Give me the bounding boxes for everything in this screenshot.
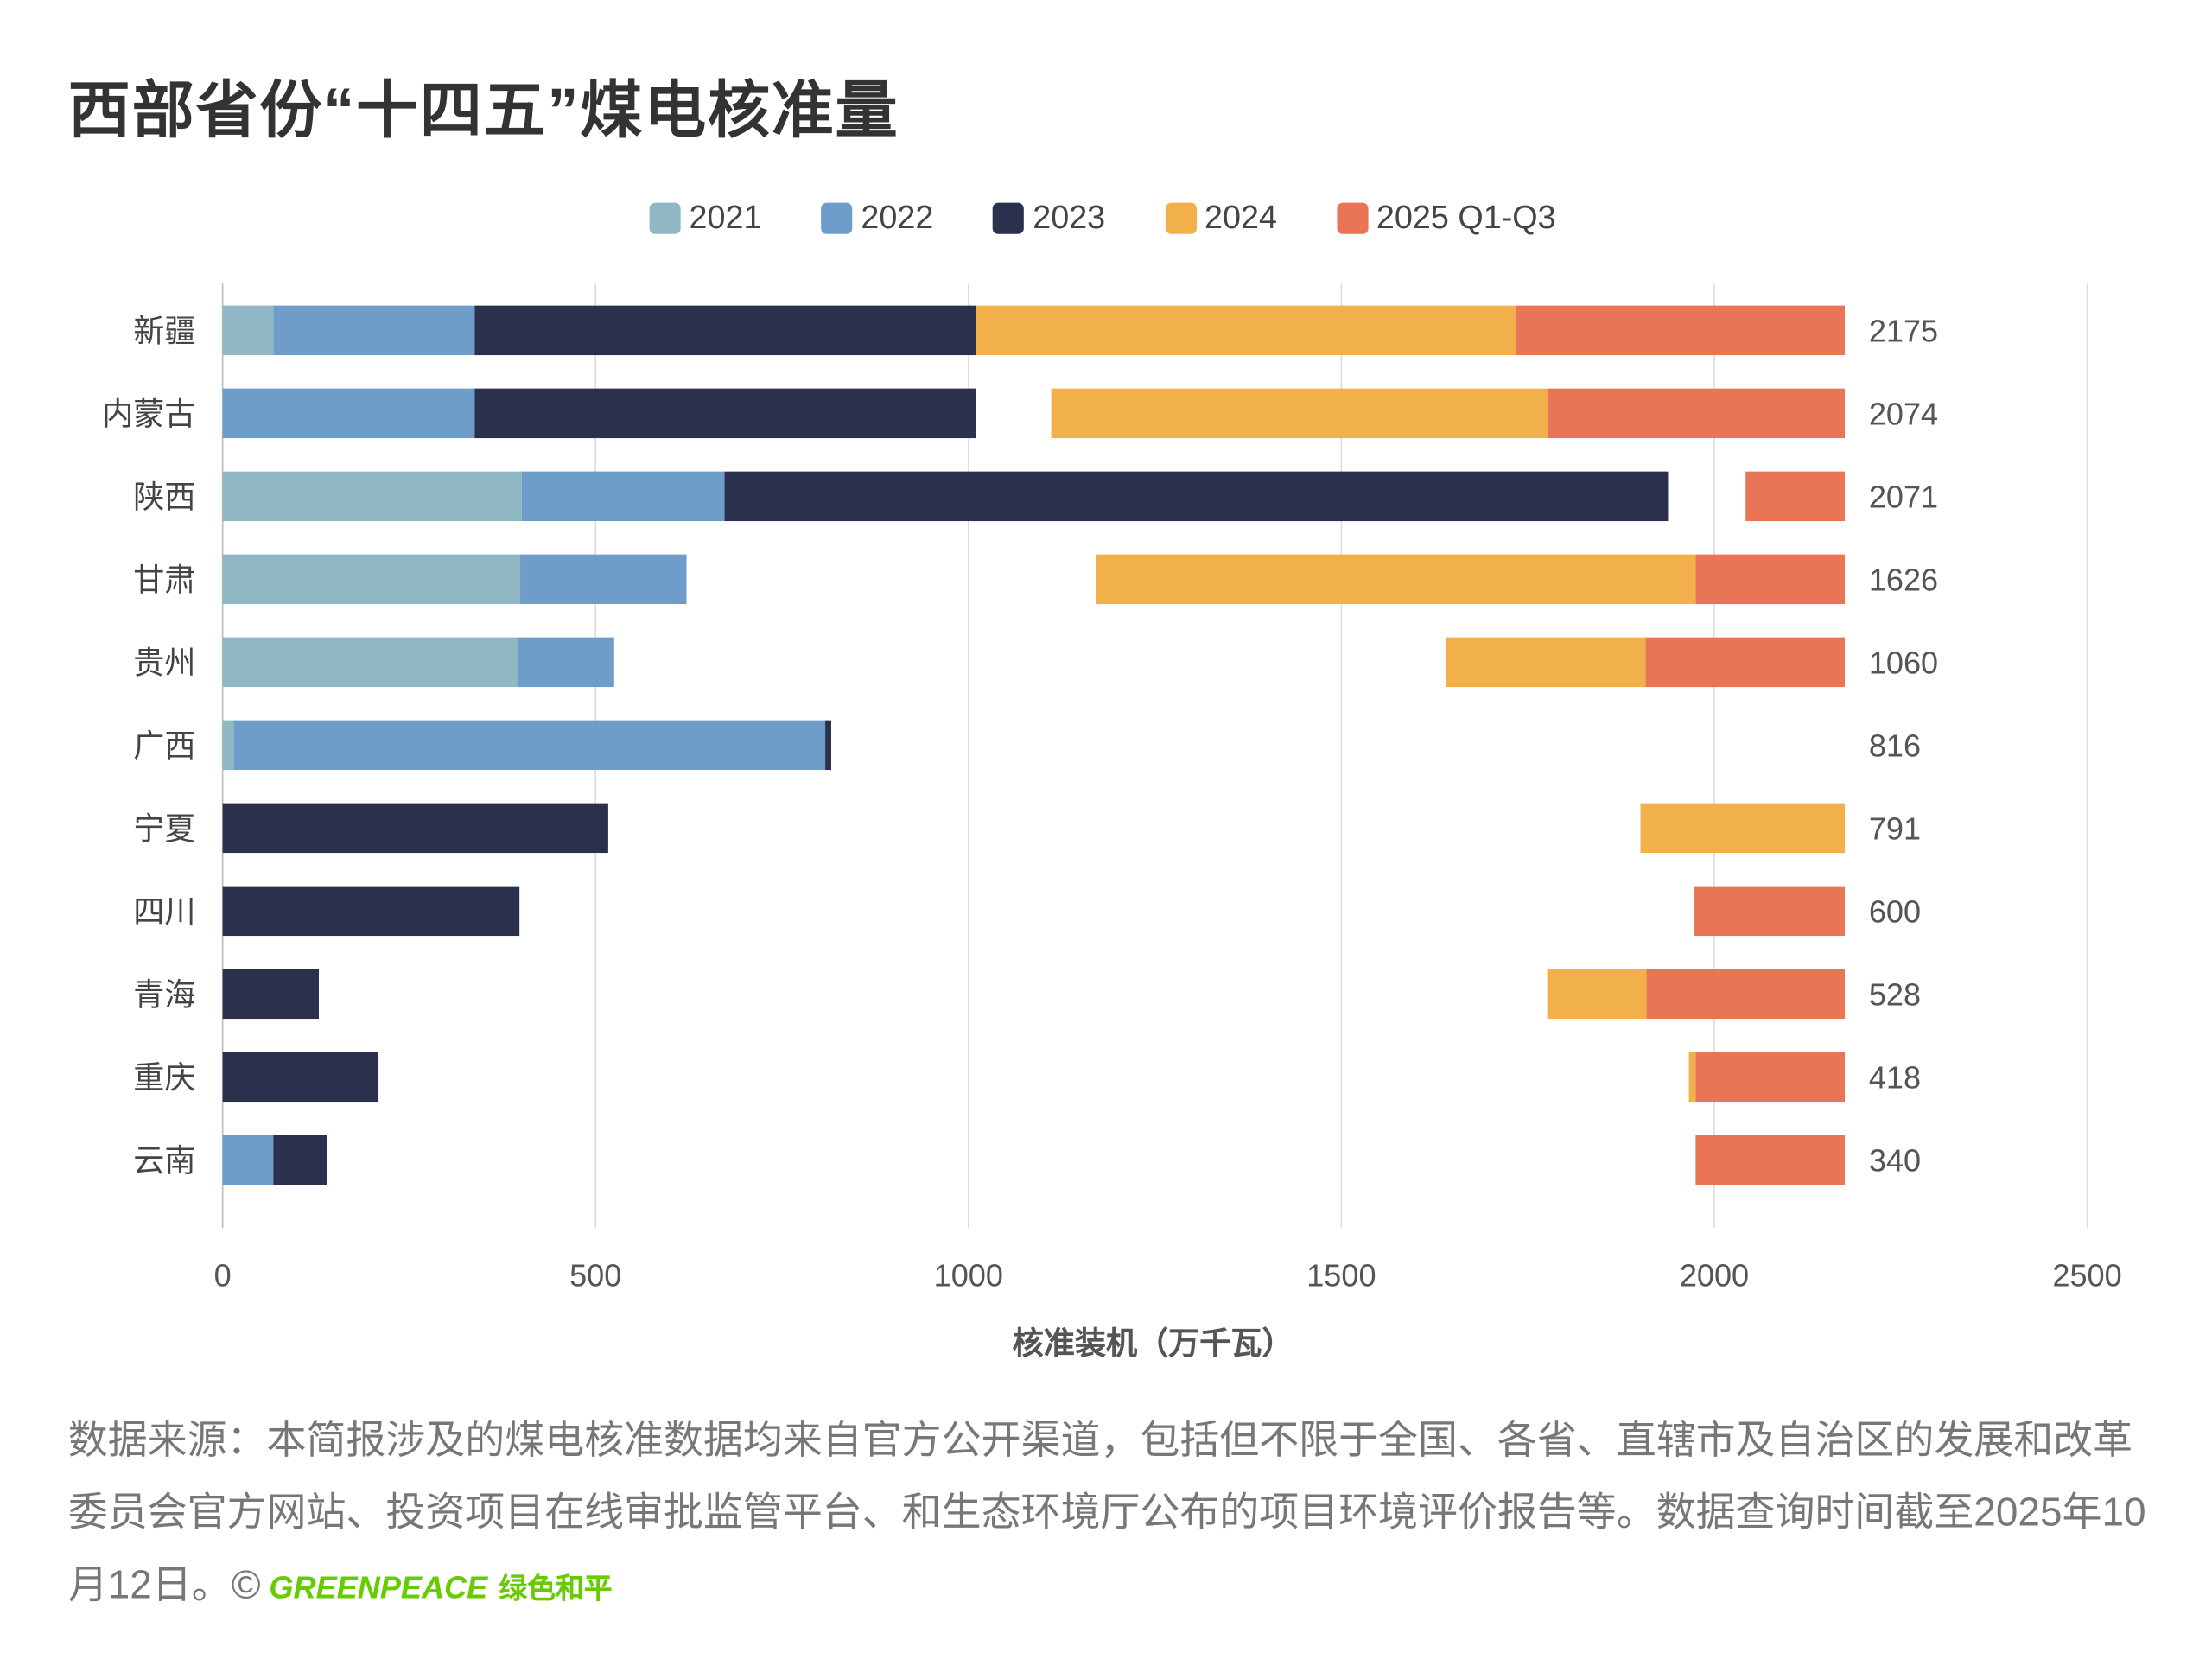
total-label: 600: [1869, 893, 1921, 929]
total-label: 2074: [1869, 396, 1938, 431]
y-category-label: 云南: [133, 1142, 195, 1178]
bar-segment-2024: [1688, 1052, 1696, 1103]
total-label: 1060: [1869, 645, 1938, 680]
bar-segment-2023: [825, 720, 831, 771]
bar-segment-2021: [222, 720, 234, 771]
bar-segment-2021: [222, 554, 521, 605]
y-category-label: 广西: [133, 728, 195, 763]
legend-swatch: [993, 201, 1025, 233]
bar-segment-2022: [222, 388, 475, 439]
greenpeace-logo: GREENPEACE: [269, 1569, 488, 1605]
bar-segment-2025-Q1-Q3: [1516, 305, 1846, 356]
bar-segment-2021: [222, 305, 274, 356]
legend-item: 2023: [993, 199, 1105, 237]
x-tick-label: 1500: [1306, 1257, 1376, 1293]
bar-segment-2021: [222, 637, 518, 688]
greenpeace-logo-cn: 绿色和平: [499, 1573, 613, 1605]
bar-segment-2023: [222, 1052, 379, 1103]
y-category-label: 宁夏: [133, 810, 195, 846]
bar-segment-2024: [1640, 803, 1846, 854]
x-tick-label: 2000: [1680, 1257, 1749, 1293]
source-text: 数据来源：本简报涉及的煤电核准数据均来自官方公开渠道，包括但不限于全国、各省、直…: [67, 1418, 2146, 1607]
total-label: 791: [1869, 810, 1921, 846]
bar-segment-2023: [474, 305, 976, 356]
legend-item: 2024: [1165, 199, 1277, 237]
legend-item: 2025 Q1-Q3: [1336, 198, 1556, 237]
y-category-label: 甘肃: [133, 562, 195, 597]
bar-segment-2023: [222, 969, 319, 1020]
x-tick-label: 0: [214, 1257, 232, 1293]
legend-label: 2023: [1033, 198, 1106, 236]
total-label: 816: [1869, 728, 1921, 763]
bar-segment-2022: [233, 720, 826, 771]
bar-segment-2024: [1051, 388, 1548, 439]
bar-segment-2025-Q1-Q3: [1695, 1135, 1846, 1185]
legend-label: 2025 Q1-Q3: [1376, 198, 1556, 236]
x-axis-label: 核准装机（万千瓦）: [1012, 1325, 1294, 1362]
bar-segment-2023: [474, 388, 976, 439]
bar-segment-2024: [976, 305, 1516, 356]
legend-label: 2024: [1205, 198, 1278, 236]
total-label: 2071: [1869, 479, 1938, 514]
chart-title: 西部省份“十四五”煤电核准量: [67, 76, 899, 147]
x-tick-label: 1000: [934, 1257, 1003, 1293]
legend-swatch: [821, 201, 853, 233]
legend-swatch: [1165, 201, 1197, 233]
bar-segment-2024: [1096, 554, 1696, 605]
bar-segment-2024: [1446, 637, 1646, 688]
bar-segment-2025-Q1-Q3: [1646, 969, 1846, 1020]
bar-segment-2023: [222, 886, 520, 937]
x-tick-label: 500: [569, 1257, 621, 1293]
y-category-label: 贵州: [133, 645, 195, 680]
y-category-label: 四川: [133, 893, 195, 929]
x-tick-label: 2500: [2052, 1257, 2121, 1293]
bar-segment-2023: [724, 471, 1669, 522]
y-category-label: 内蒙古: [102, 396, 195, 431]
bar-segment-2022: [517, 637, 614, 688]
bar-segment-2023: [273, 1135, 327, 1185]
y-category-label: 重庆: [133, 1059, 195, 1095]
total-label: 418: [1869, 1059, 1921, 1095]
bar-segment-2025-Q1-Q3: [1695, 554, 1846, 605]
bar-segment-2024: [1547, 969, 1647, 1020]
legend-item: 2021: [649, 198, 762, 237]
total-label: 528: [1869, 976, 1921, 1012]
bar-segment-2022: [521, 471, 725, 522]
bar-segment-2025-Q1-Q3: [1745, 471, 1846, 522]
legend-swatch: [1336, 201, 1369, 233]
total-label: 340: [1869, 1142, 1921, 1178]
bar-segment-2025-Q1-Q3: [1695, 1052, 1846, 1103]
legend-label: 2022: [861, 198, 934, 236]
bar-segment-2022: [273, 305, 475, 356]
bar-segment-2025-Q1-Q3: [1548, 388, 1846, 439]
y-category-label: 陕西: [133, 479, 195, 514]
source-note: 数据来源：本简报涉及的煤电核准数据均来自官方公开渠道，包括但不限于全国、各省、直…: [68, 1404, 2167, 1627]
y-category-label: 新疆: [133, 313, 195, 348]
bar-segment-2022: [520, 554, 687, 605]
total-label: 1626: [1869, 562, 1938, 597]
y-category-label: 青海: [133, 976, 195, 1012]
legend-label: 2021: [689, 198, 762, 236]
bar-segment-2023: [222, 803, 608, 854]
legend-item: 2022: [821, 199, 933, 237]
bar-segment-2022: [222, 1135, 274, 1185]
bar-segment-2025-Q1-Q3: [1645, 637, 1846, 688]
legend: 2021 2022 2023 2024 2025 Q1-Q3: [649, 198, 1616, 237]
legend-swatch: [649, 201, 681, 233]
total-label: 2175: [1869, 313, 1938, 348]
bar-segment-2025-Q1-Q3: [1694, 886, 1846, 937]
bar-segment-2021: [222, 471, 522, 522]
